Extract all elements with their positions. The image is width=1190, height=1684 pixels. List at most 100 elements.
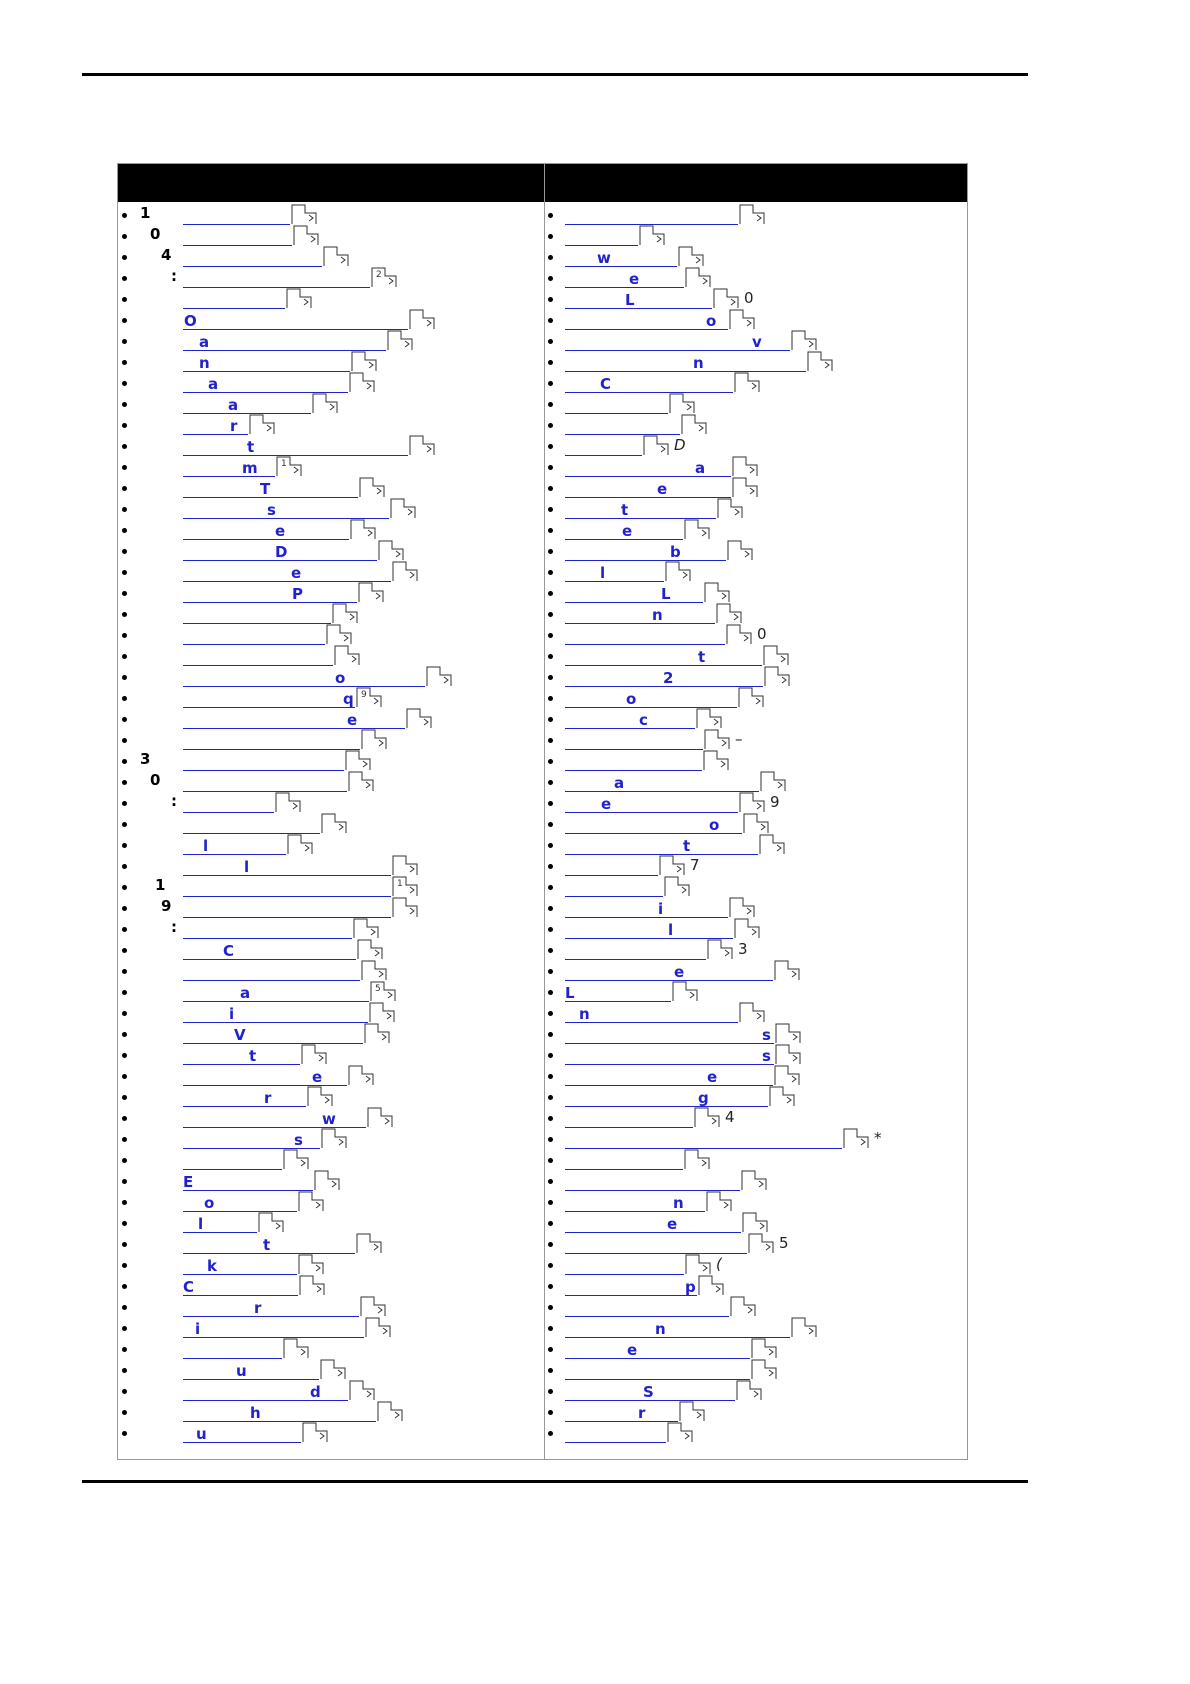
entry-link[interactable] [183, 794, 274, 813]
entry-link[interactable] [183, 752, 344, 771]
link-text[interactable]: e [601, 795, 612, 813]
link-text[interactable]: l [600, 564, 606, 582]
entry-link[interactable] [565, 752, 702, 771]
entry-link[interactable]: u [183, 1361, 319, 1380]
link-text[interactable]: e [707, 1068, 718, 1086]
link-text[interactable]: e [657, 480, 668, 498]
entry-link[interactable]: t [565, 836, 758, 855]
entry-link[interactable]: a [565, 773, 759, 792]
link-text[interactable]: b [670, 543, 681, 561]
link-text[interactable]: t [263, 1236, 271, 1254]
link-text[interactable]: L [625, 291, 635, 309]
link-text[interactable]: o [709, 816, 720, 834]
entry-link[interactable] [183, 647, 333, 666]
entry-link[interactable]: k [183, 1256, 297, 1275]
link-text[interactable]: C [183, 1278, 195, 1296]
entry-link[interactable]: V [183, 1025, 363, 1044]
entry-link[interactable]: n [565, 1319, 790, 1338]
entry-link[interactable] [565, 1235, 747, 1254]
entry-link[interactable]: c [565, 710, 695, 729]
entry-link[interactable] [183, 269, 370, 288]
link-text[interactable]: S [643, 1383, 654, 1401]
link-text[interactable]: w [597, 249, 611, 267]
link-text[interactable]: l [244, 858, 250, 876]
link-text[interactable]: k [207, 1257, 217, 1275]
entry-link[interactable]: e [565, 521, 683, 540]
entry-link[interactable] [565, 731, 703, 750]
entry-link[interactable]: w [183, 1109, 366, 1128]
entry-link[interactable]: u [183, 1424, 301, 1443]
entry-link[interactable]: e [183, 563, 391, 582]
entry-link[interactable]: s [565, 1046, 774, 1065]
link-text[interactable]: C [600, 375, 612, 393]
link-text[interactable]: h [250, 1404, 261, 1422]
entry-link[interactable]: l [183, 857, 391, 876]
entry-link[interactable]: s [183, 1130, 320, 1149]
entry-link[interactable]: e [565, 269, 684, 288]
link-text[interactable]: w [322, 1110, 336, 1128]
entry-link[interactable]: o [565, 311, 728, 330]
link-text[interactable]: s [762, 1026, 771, 1044]
entry-link[interactable]: l [183, 1214, 257, 1233]
link-text[interactable]: t [249, 1047, 257, 1065]
link-text[interactable]: O [184, 312, 197, 330]
link-text[interactable]: l [668, 921, 674, 939]
entry-link[interactable]: r [183, 1298, 359, 1317]
entry-link[interactable]: o [565, 689, 737, 708]
entry-link[interactable]: D [183, 542, 377, 561]
link-text[interactable]: n [673, 1194, 684, 1212]
link-text[interactable]: n [579, 1005, 590, 1023]
entry-link[interactable]: C [183, 941, 356, 960]
entry-link[interactable]: e [183, 521, 349, 540]
link-text[interactable]: o [626, 690, 637, 708]
entry-link[interactable]: r [565, 1403, 678, 1422]
link-text[interactable]: o [706, 312, 717, 330]
link-text[interactable]: a [199, 333, 210, 351]
link-text[interactable]: t [683, 837, 691, 855]
entry-link[interactable] [565, 395, 668, 414]
link-text[interactable]: d [310, 1383, 321, 1401]
entry-link[interactable]: n [565, 605, 715, 624]
link-text[interactable]: r [254, 1299, 262, 1317]
entry-link[interactable] [565, 878, 663, 897]
entry-link[interactable]: t [565, 647, 762, 666]
entry-link[interactable]: n [565, 353, 806, 372]
entry-link[interactable]: E [183, 1172, 313, 1191]
entry-link[interactable]: o [183, 668, 425, 687]
entry-link[interactable]: q [183, 689, 355, 708]
entry-link[interactable]: w [565, 248, 677, 267]
entry-link[interactable] [565, 857, 658, 876]
link-text[interactable]: L [565, 984, 575, 1002]
entry-link[interactable]: l [565, 920, 733, 939]
entry-link[interactable]: e [565, 479, 731, 498]
entry-link[interactable] [183, 248, 322, 267]
link-text[interactable]: g [698, 1089, 709, 1107]
link-text[interactable]: e [312, 1068, 323, 1086]
entry-link[interactable]: T [183, 479, 358, 498]
entry-link[interactable] [565, 1172, 740, 1191]
link-text[interactable]: c [639, 711, 648, 729]
entry-link[interactable]: r [183, 1088, 306, 1107]
link-text[interactable]: s [762, 1047, 771, 1065]
entry-link[interactable]: a [183, 374, 348, 393]
entry-link[interactable]: s [565, 1025, 774, 1044]
entry-link[interactable]: n [183, 353, 350, 372]
entry-link[interactable] [565, 1151, 683, 1170]
entry-link[interactable] [183, 626, 325, 645]
link-text[interactable]: a [240, 984, 251, 1002]
entry-link[interactable]: e [183, 1067, 347, 1086]
entry-link[interactable]: t [565, 500, 716, 519]
link-text[interactable]: i [658, 900, 664, 918]
link-text[interactable]: l [203, 837, 209, 855]
link-text[interactable]: 2 [663, 669, 674, 687]
entry-link[interactable] [565, 1361, 750, 1380]
entry-link[interactable]: C [183, 1277, 298, 1296]
entry-link[interactable]: t [183, 1046, 300, 1065]
entry-link[interactable] [183, 773, 347, 792]
entry-link[interactable]: m [183, 458, 275, 477]
link-text[interactable]: t [698, 648, 706, 666]
entry-link[interactable]: r [183, 416, 248, 435]
entry-link[interactable]: e [565, 794, 738, 813]
link-text[interactable]: e [627, 1341, 638, 1359]
link-text[interactable]: n [199, 354, 210, 372]
